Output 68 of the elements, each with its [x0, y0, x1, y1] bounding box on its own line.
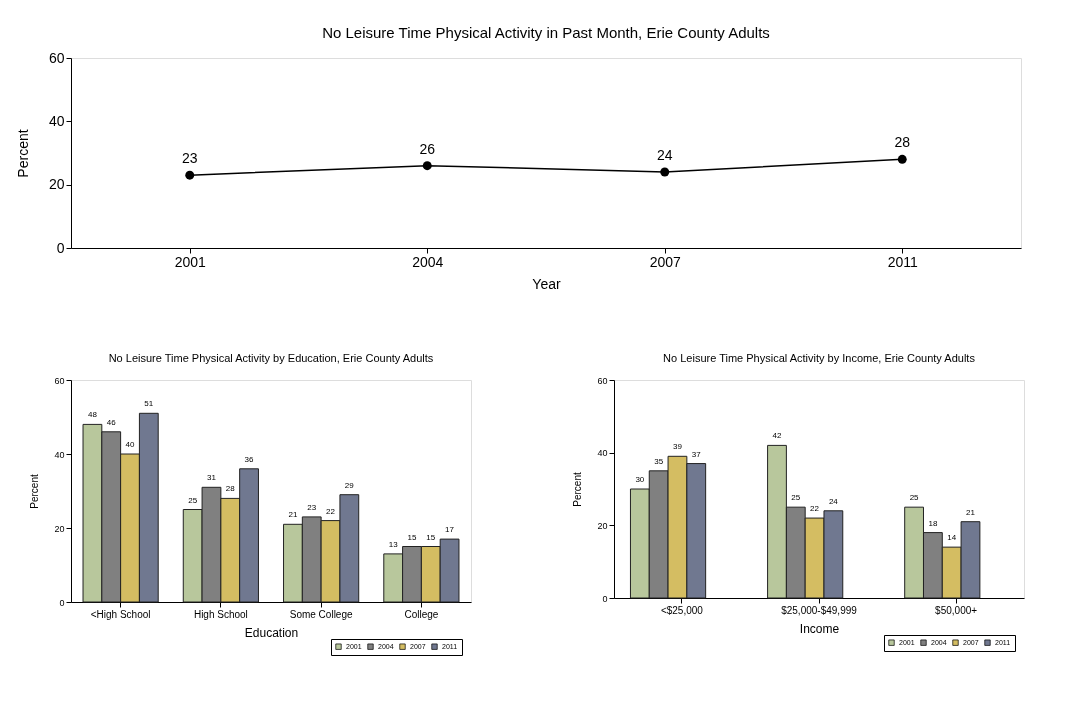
- x-tick-label: 2004: [412, 253, 444, 270]
- point: [422, 161, 432, 171]
- y-tick-label: 0: [602, 593, 608, 604]
- data-label: 25: [909, 493, 920, 503]
- y-tick-label: 60: [48, 49, 65, 66]
- x-tick-label: <High School: [90, 608, 151, 620]
- x-axis-title: Income: [799, 621, 840, 636]
- data-label: 37: [691, 449, 702, 459]
- data-label: 25: [791, 493, 801, 503]
- data-label: 18: [928, 518, 938, 528]
- x-tick-label: $25,000-$49,999: [781, 604, 858, 616]
- data-label: 21: [966, 507, 976, 517]
- y-tick-label: 40: [597, 448, 608, 459]
- y-axis-title: Percent: [14, 129, 31, 178]
- x-tick-label: High School: [193, 608, 248, 620]
- y-tick-label: 40: [54, 449, 65, 460]
- y-tick-label: 20: [54, 523, 65, 534]
- data-label: 28: [894, 134, 911, 151]
- data-label: 15: [407, 532, 417, 542]
- chart-title: No Leisure Time Physical Activity by Income, Erie County Adults: [663, 352, 976, 364]
- data-label: 42: [772, 431, 782, 441]
- data-label: 28: [225, 484, 236, 494]
- y-axis-title: Percent: [29, 474, 41, 509]
- data-label: 35: [654, 456, 664, 466]
- data-label: 26: [419, 140, 436, 157]
- data-label: 24: [828, 496, 839, 506]
- data-label: 46: [106, 417, 117, 427]
- x-tick-label: <$25,000: [660, 604, 704, 616]
- x-axis-title: Year: [532, 275, 561, 292]
- data-label: 22: [326, 506, 336, 516]
- point: [660, 167, 670, 177]
- y-tick-label: 0: [56, 239, 65, 256]
- data-label: 13: [388, 539, 399, 549]
- point: [185, 170, 195, 180]
- chart-title: No Leisure Time Physical Activity in Past Month, Erie County Adults: [322, 24, 770, 41]
- data-label: 36: [244, 454, 255, 464]
- data-label: 29: [344, 480, 355, 490]
- data-label: 48: [87, 410, 98, 420]
- data-label: 39: [672, 442, 683, 452]
- y-axis-title: Percent: [572, 472, 584, 507]
- y-tick-label: 60: [597, 375, 608, 386]
- x-tick-label: Some College: [289, 608, 353, 620]
- x-tick-label: 2011: [887, 253, 919, 270]
- point: [897, 154, 907, 164]
- chart-title: No Leisure Time Physical Activity by Education, Erie County Adults: [108, 352, 434, 364]
- data-label: 30: [635, 475, 645, 484]
- x-tick-label: 2007: [649, 253, 682, 270]
- data-label: 22: [810, 504, 820, 514]
- data-label: 51: [144, 399, 154, 409]
- data-label: 17: [445, 525, 455, 535]
- data-label: 24: [656, 147, 673, 163]
- y-tick-label: 20: [597, 520, 608, 531]
- x-tick-label: $50,000+: [935, 604, 978, 616]
- x-tick-label: College: [404, 608, 439, 620]
- data-label: 14: [947, 533, 957, 543]
- data-label: 23: [307, 502, 317, 512]
- y-tick-label: 20: [48, 176, 65, 193]
- x-tick-label: 2001: [174, 253, 207, 270]
- data-label: 25: [188, 495, 198, 505]
- y-tick-label: 60: [54, 375, 65, 386]
- data-label: 15: [426, 532, 436, 542]
- y-tick-label: 40: [48, 112, 65, 129]
- data-label: 40: [125, 440, 136, 449]
- x-axis-title: Education: [244, 625, 299, 640]
- data-label: 23: [181, 150, 198, 167]
- y-tick-label: 0: [59, 597, 65, 608]
- data-label: 31: [207, 473, 217, 483]
- data-label: 21: [288, 510, 298, 520]
